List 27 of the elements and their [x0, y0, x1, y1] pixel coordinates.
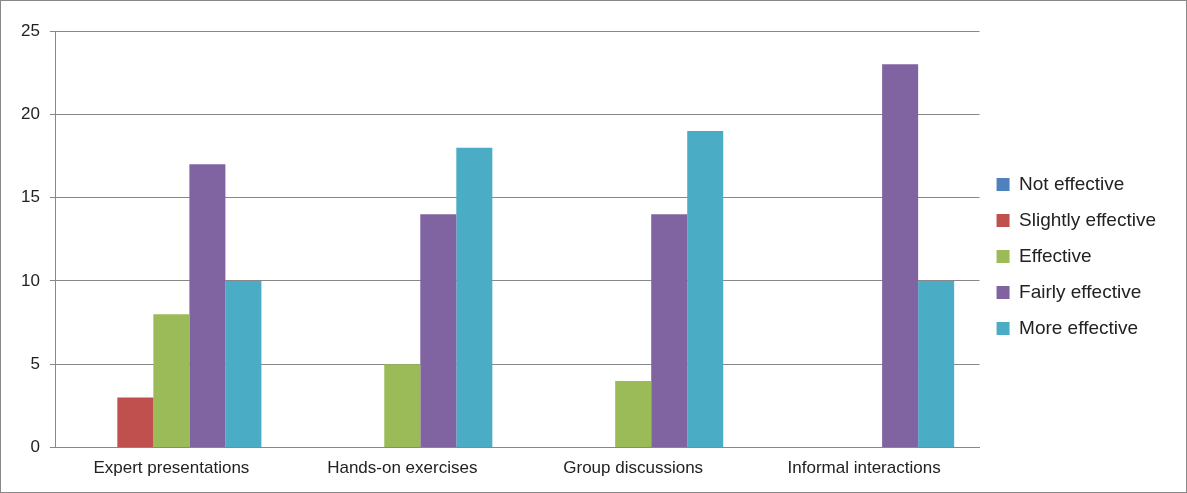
x-tick-label: Group discussions — [563, 458, 704, 478]
bar — [882, 64, 919, 448]
x-tick-label: Expert presentations — [93, 458, 250, 478]
bar — [918, 280, 955, 448]
y-tick-label: 10 — [20, 270, 40, 290]
y-tick-label: 15 — [20, 187, 40, 207]
y-tick-label: 20 — [20, 104, 40, 124]
x-tick-label: Informal interactions — [787, 458, 941, 478]
bar — [651, 214, 688, 448]
bar — [615, 380, 652, 448]
legend-label: Slightly effective — [1019, 208, 1157, 230]
bar — [117, 397, 154, 448]
bar — [153, 314, 190, 448]
y-tick-label: 25 — [20, 20, 40, 40]
bar — [420, 214, 457, 448]
y-tick-label: 0 — [30, 437, 40, 457]
bar — [225, 280, 262, 448]
bar — [456, 147, 493, 448]
x-tick-label: Hands-on exercises — [327, 458, 478, 478]
legend-label: Not effective — [1019, 172, 1125, 194]
bar — [189, 164, 226, 448]
legend-label: More effective — [1019, 316, 1139, 338]
y-tick-label: 5 — [30, 353, 40, 373]
legend-label: Effective — [1019, 244, 1092, 266]
bar — [687, 130, 724, 448]
bar — [384, 364, 421, 448]
legend-label: Fairly effective — [1019, 280, 1142, 302]
